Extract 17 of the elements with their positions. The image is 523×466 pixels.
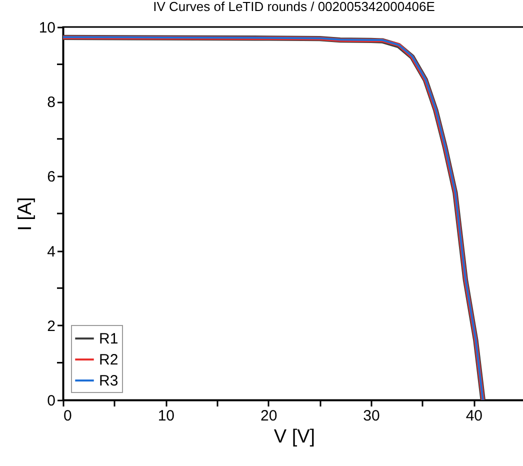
chart-title: IV Curves of LeTID rounds / 002005342000406E: [153, 0, 436, 14]
legend-label: R2: [99, 352, 118, 368]
x-tick-label: 20: [260, 408, 278, 424]
x-axis-title: V [V]: [274, 426, 316, 448]
y-tick-label: 2: [47, 318, 56, 335]
y-tick-label: 6: [47, 168, 56, 186]
x-tick-label: 30: [363, 408, 380, 424]
y-tick-label: 4: [47, 243, 56, 260]
y-tick-label: 10: [38, 20, 56, 36]
legend-label: R3: [99, 372, 118, 390]
x-tick-label: 0: [64, 408, 72, 424]
legend-label: R1: [99, 330, 118, 348]
x-tick-label: 10: [158, 408, 175, 424]
y-tick-label: 8: [47, 94, 56, 112]
x-tick-label: 40: [466, 408, 483, 424]
y-tick-label: 0: [47, 392, 56, 410]
y-axis-title: I [A]: [14, 197, 36, 231]
